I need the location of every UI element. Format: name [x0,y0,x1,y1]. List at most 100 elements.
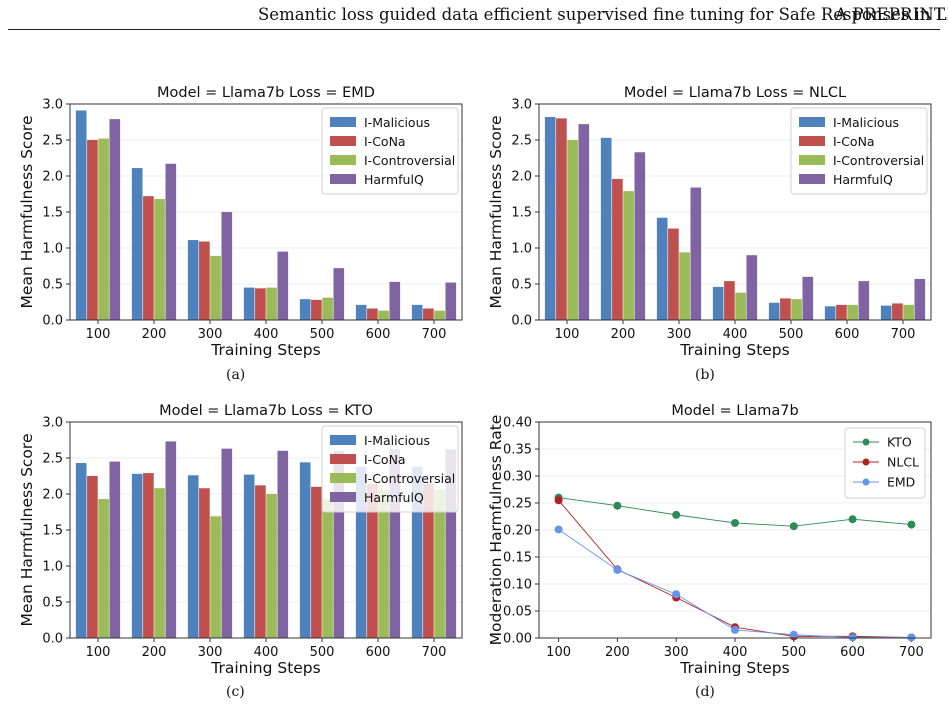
bar-i-cona-100 [87,140,98,320]
bar-i-controversial-700 [903,304,914,320]
x-tick-label: 100 [86,645,111,660]
point-kto-300 [672,510,681,519]
x-tick-label: 700 [899,645,924,660]
legend-label: I-Malicious [364,115,430,130]
y-tick-label: 0.10 [503,578,532,593]
y-tick-label: 0.0 [42,632,63,647]
plot-frame [69,421,463,639]
legend-swatch-i-controversial [330,473,356,483]
bar-i-cona-600 [836,304,847,320]
y-tick-label: 2.5 [42,452,63,467]
bar-harmfulq-400 [277,251,289,320]
y-tick-label: 1.5 [42,206,63,221]
bar-i-controversial-700 [434,489,445,638]
bar-i-malicious-500 [299,462,311,638]
bar-i-malicious-100 [75,463,87,638]
bar-harmfulq-100 [109,119,121,320]
x-tick-label: 600 [840,645,865,660]
bar-i-cona-600 [367,308,378,320]
chart-panel-a: Model = Llama7b Loss = EMD Training Steps… [8,80,473,365]
x-tick-label: 300 [198,645,223,660]
legend-swatch-i-controversial [330,155,356,165]
y-tick-label: 0.30 [503,470,532,485]
y-tick-label: 0.15 [503,551,532,566]
plot-frame [538,103,932,321]
caption-d: (d) [695,684,715,700]
bar-i-malicious-400 [243,474,255,638]
x-tick-label: 300 [667,327,692,342]
bar-harmfulq-700 [914,278,926,320]
x-axis-label: Training Steps [679,341,789,359]
legend-label: I-Controversial [364,153,455,168]
legend-label: I-Controversial [364,471,455,486]
plot-frame [69,103,463,321]
legend-swatch-i-malicious [330,435,356,445]
point-kto-700 [907,520,916,529]
legend-box [790,107,928,195]
line-chart-moderation: Model = Llama7b Training Steps Moderation … [487,403,932,677]
x-tick-label: 200 [142,645,167,660]
bar-i-cona-600 [367,483,378,638]
x-tick-label: 100 [555,327,580,342]
legend-label: I-Malicious [833,115,899,130]
legend: I-Malicious I-CoNa I-Controversial HarmfulQ [790,107,928,195]
bar-i-cona-500 [311,486,322,638]
bar-harmfulq-100 [109,461,121,638]
bar-i-cona-700 [423,483,434,638]
bar-harmfulq-500 [333,450,345,638]
y-tick-label: 0.00 [503,632,532,647]
bar-i-controversial-300 [679,252,690,320]
x-tick-label: 500 [781,645,806,660]
x-tick-label: 100 [546,645,571,660]
x-tick-label: 200 [142,327,167,342]
chart-title: Model = Llama7b [671,403,798,419]
bar-harmfulq-500 [802,276,814,320]
y-axis-label: Mean Harmfulness Score [487,116,505,309]
y-tick-label: 3.0 [511,98,532,113]
bar-i-malicious-700 [411,304,423,320]
bar-i-cona-700 [892,303,903,320]
bar-i-malicious-400 [712,286,724,320]
bar-i-malicious-700 [411,466,423,638]
y-tick-label: 3.0 [42,416,63,431]
legend-label: I-CoNa [364,452,406,467]
y-tick-label: 0.5 [42,278,63,293]
point-nlcl-100 [554,496,563,505]
bar-i-cona-500 [780,298,791,320]
bar-i-malicious-500 [299,299,311,320]
bar-i-cona-300 [199,241,210,320]
legend-marker-emd [862,478,870,486]
bar-i-malicious-200 [131,168,143,320]
bar-i-malicious-400 [243,287,255,320]
y-tick-label: 1.5 [511,206,532,221]
legend-label: EMD [887,475,915,490]
y-tick-label: 0.0 [42,314,63,329]
bar-harmfulq-400 [277,450,289,638]
point-kto-600 [848,515,857,524]
point-emd-500 [789,630,798,639]
bar-harmfulq-400 [746,255,758,320]
preprint-label: A PREPRINT [835,5,946,24]
y-tick-label: 1.0 [511,242,532,257]
y-axis-label: Mean Harmfulness Score [18,116,36,309]
bar-harmfulq-600 [858,281,870,320]
bar-i-cona-300 [668,228,679,320]
y-tick-label: 2.0 [511,170,532,185]
point-emd-400 [731,625,739,634]
y-axis-label: Moderation Harmfulness Rate [487,415,505,646]
x-tick-label: 200 [611,327,636,342]
x-tick-label: 500 [310,645,335,660]
bar-i-controversial-100 [98,138,109,320]
y-tick-label: 0.5 [42,596,63,611]
x-axis-label: Training Steps [210,659,320,677]
bar-i-controversial-500 [322,499,333,638]
x-tick-label: 600 [366,327,391,342]
x-tick-label: 200 [605,645,630,660]
legend-label: HarmfulQ [364,490,424,505]
bar-chart-emd: Model = Llama7b Loss = EMD Training Steps… [18,85,463,359]
y-axis-label: Mean Harmfulness Score [18,434,36,627]
bar-i-cona-400 [255,288,266,320]
bar-i-cona-400 [724,281,735,320]
bar-harmfulq-600 [389,449,401,638]
bar-i-malicious-200 [600,137,612,320]
